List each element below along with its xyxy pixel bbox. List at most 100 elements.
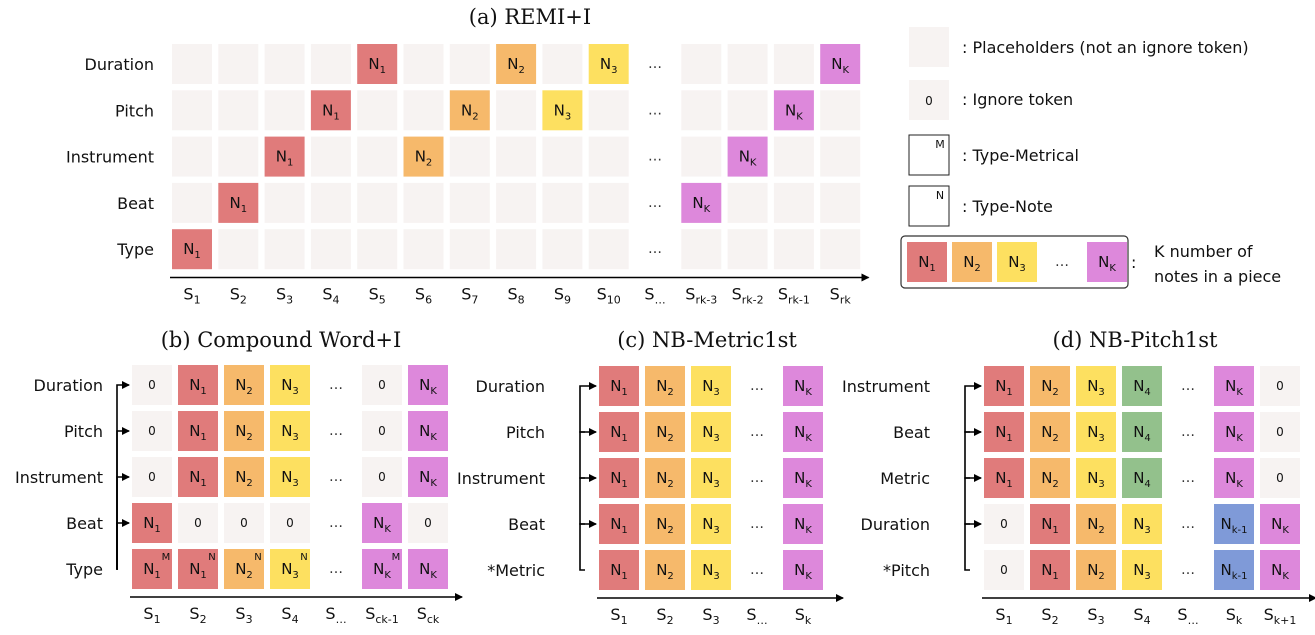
a-r3-c14-placeholder: [820, 182, 861, 223]
d-r2-c3-n4: [1122, 458, 1162, 498]
a-x-label-8: S9: [554, 285, 571, 307]
d-dependency-arrow-1: [964, 474, 982, 525]
b-r3-c1-ignore-label: 0: [194, 516, 202, 530]
c-x-label-1: S2: [656, 605, 673, 627]
c-x-label-4: Sk: [795, 605, 812, 627]
b-r4-c6-nk-label: NK: [419, 560, 437, 581]
a-row-label-1: Pitch: [115, 101, 154, 120]
b-r3-c6-ignore-label: 0: [424, 516, 432, 530]
a-x-label-3: S4: [322, 285, 339, 307]
c-r1-c4-nk-label: NK: [794, 423, 812, 444]
a-r1-c2-placeholder: [264, 90, 305, 131]
d-x-label-2: S3: [1087, 605, 1104, 627]
a-r4-c11-placeholder: [681, 229, 722, 270]
c-x-label-2: S3: [702, 605, 719, 627]
a-r1-c14-placeholder: [820, 90, 861, 131]
a-r0-c9-n3-label: N3: [600, 55, 618, 76]
a-r3-c13-placeholder: [773, 182, 814, 223]
a-r1-c0-placeholder: [172, 90, 212, 131]
a-r0-c5-placeholder: [403, 44, 444, 84]
d-r0-c2-n3: [1076, 366, 1116, 406]
a-row-label-2: Instrument: [66, 148, 154, 167]
b-r0-c3-n3: [270, 365, 310, 405]
d-r3-c0-ignore-label: 0: [1000, 517, 1008, 531]
a-r0-c10-ellipsis: …: [648, 56, 662, 72]
a-r1-c8-n3-label: N3: [554, 101, 572, 122]
a-r4-c2-placeholder: [264, 229, 305, 270]
d-r2-c6-ignore-label: 0: [1276, 471, 1284, 485]
legend-notes-colon: :: [1131, 253, 1136, 272]
a-r0-c13-placeholder: [773, 44, 814, 84]
d-r0-c6-ignore: [1260, 366, 1300, 406]
a-x-label-1: S2: [230, 285, 247, 307]
a-r0-c4-n1: [357, 44, 398, 84]
a-r2-c2-n1-label: N1: [276, 148, 294, 169]
d-r3-c3-n3-label: N3: [1133, 515, 1151, 536]
c-r4-c2-n3: [691, 550, 731, 590]
a-r0-c14-nk: [820, 44, 861, 84]
c-r3-c2-n3: [691, 504, 731, 544]
legend-metrical-label: : Type-Metrical: [962, 146, 1079, 165]
c-r4-c4-nk-label: NK: [794, 561, 812, 582]
b-r2-c6-nk-label: NK: [419, 468, 437, 489]
a-r2-c5-n2: [403, 136, 444, 177]
d-x-label-0: S1: [995, 605, 1012, 627]
a-r0-c1-placeholder: [218, 44, 259, 84]
b-r3-c1-ignore: [178, 503, 218, 543]
c-r4-c0-n1-label: N1: [610, 561, 628, 582]
c-r1-c2-n3: [691, 412, 731, 452]
c-r4-c3-ellipsis: …: [750, 562, 764, 578]
d-r0-c5-nk: [1214, 366, 1254, 406]
a-r2-c10-ellipsis: …: [648, 149, 662, 165]
d-r2-c4-ellipsis: …: [1181, 470, 1195, 486]
d-r3-c1-n1-label: N1: [1041, 515, 1059, 536]
legend-notes-1-n2: [952, 242, 992, 282]
c-r3-c3-ellipsis: …: [750, 516, 764, 532]
panel-b-title: (b) Compound Word+I: [161, 328, 402, 352]
d-r3-c4-ellipsis: …: [1181, 516, 1195, 532]
b-dependency-arrow-3: [116, 519, 130, 570]
d-r4-c3-n3-label: N3: [1133, 561, 1151, 582]
a-r1-c6-n2: [449, 90, 490, 131]
a-r3-c6-placeholder: [449, 182, 490, 223]
d-r3-c3-n3: [1122, 504, 1162, 544]
panel-c-title: (c) NB-Metric1st: [617, 328, 797, 352]
b-r4-c4-ellipsis: …: [329, 561, 343, 577]
a-r0-c4-n1-label: N1: [368, 55, 386, 76]
d-r2-c6-ignore: [1260, 458, 1300, 498]
b-r0-c0-ignore-label: 0: [148, 378, 156, 392]
a-r3-c4-placeholder: [357, 182, 398, 223]
a-r1-c13-nk-label: NK: [785, 101, 803, 122]
b-r4-c6-nk: [408, 549, 448, 589]
b-x-label-1: S2: [189, 604, 206, 626]
b-r0-c6-nk: [408, 365, 448, 405]
b-row-label-1: Pitch: [64, 422, 103, 441]
d-r2-c5-nk-label: NK: [1225, 469, 1243, 490]
d-r0-c5-nk-label: NK: [1225, 377, 1243, 398]
b-r1-c2-n2-label: N2: [235, 422, 253, 443]
b-r3-c0-n1: [132, 503, 172, 543]
panel-d-nb-pitch1st: Instrument Beat Metric Duration *Pitch N1 N2 N3…: [842, 366, 1315, 627]
d-r0-c1-n2: [1030, 366, 1070, 406]
d-dependency-arrow-3: [964, 382, 982, 433]
d-r1-c3-n4-label: N4: [1133, 423, 1151, 444]
a-r1-c12-placeholder: [727, 90, 768, 131]
c-dependency-arrow-0: [579, 520, 597, 571]
d-r0-c4-ellipsis: …: [1181, 378, 1195, 394]
d-dependency-arrow-2: [964, 428, 982, 479]
legend-notes-4-nk: [1087, 242, 1127, 282]
c-row-label-1: Pitch: [506, 423, 545, 442]
b-r3-c2-ignore: [224, 503, 264, 543]
d-r3-c5-nk1: [1214, 504, 1254, 544]
d-r0-c0-n1-label: N1: [995, 377, 1013, 398]
a-x-label-14: Srk: [830, 285, 852, 307]
c-r0-c4-nk-label: NK: [794, 377, 812, 398]
a-r2-c8-placeholder: [542, 136, 583, 177]
legend-notes-3-ellipsis: …: [1055, 254, 1069, 270]
legend-notes-0-n1-label: N1: [918, 253, 936, 274]
b-r4-c0-type-metrical-badge: M: [162, 552, 171, 563]
b-r4-c5-type-metrical-badge: M: [392, 552, 401, 563]
legend-notes-label-line2: notes in a piece: [1154, 267, 1281, 286]
a-r2-c11-placeholder: [681, 136, 722, 177]
b-r4-c1-n1-label: N1: [189, 560, 207, 581]
